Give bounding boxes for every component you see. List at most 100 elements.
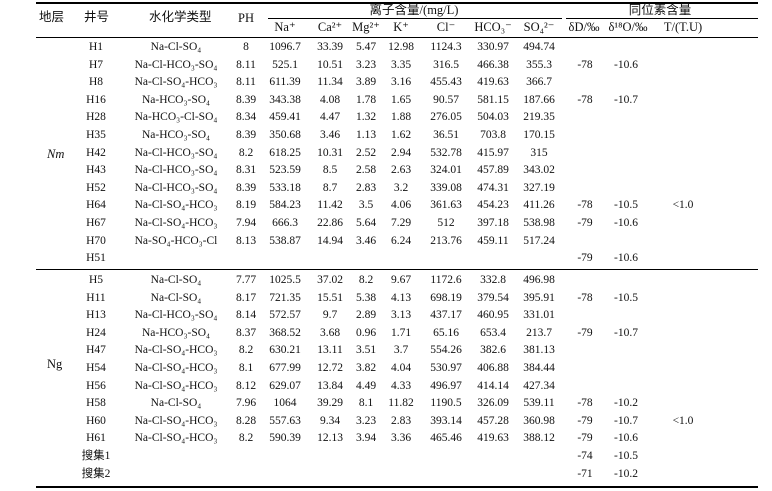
header-ion-2: Mg²⁺: [352, 20, 380, 34]
cell-do18: -10.5: [614, 291, 638, 304]
cell-well: H28: [86, 111, 106, 124]
cell-dd: -79: [577, 432, 593, 445]
cell-mg: 2.83: [355, 181, 377, 194]
cell-cl: 532.78: [430, 146, 462, 159]
cell-hco3: 454.23: [477, 199, 509, 212]
cell-k: 4.13: [390, 291, 412, 304]
cell-mg: 2.89: [355, 309, 377, 322]
cell-na: 459.41: [269, 111, 301, 124]
cell-well: H51: [86, 252, 106, 265]
cell-k: 4.04: [390, 362, 412, 374]
cell-ph: 8.14: [235, 309, 257, 322]
cell-type: Na-Cl-SO₄: [150, 274, 202, 286]
cell-hco3: 703.8: [480, 129, 506, 141]
cell-hco3: 504.03: [477, 111, 509, 124]
cell-cl: 496.97: [430, 379, 462, 392]
group-separator-rule: [36, 269, 758, 270]
header-ion-6: SO₄²⁻: [523, 20, 555, 34]
header-ion-group: 离子含量/(mg/L): [369, 3, 459, 17]
cell-na: 721.35: [269, 291, 301, 304]
cell-cl: 339.08: [430, 181, 462, 194]
cell-so4: 538.98: [523, 217, 555, 229]
cell-type: Na-Cl-HCO₃-SO₄: [134, 164, 218, 177]
cell-na: 1096.7: [269, 41, 301, 53]
header-isotope-0: δD/‰: [568, 20, 600, 34]
ion-group-underline: [268, 18, 562, 19]
cell-do18: -10.6: [614, 58, 638, 71]
cell-k: 3.36: [390, 432, 412, 445]
cell-dd: -79: [577, 217, 593, 229]
cell-ca: 9.7: [322, 309, 338, 322]
cell-cl: 65.16: [433, 326, 459, 339]
cell-well: H24: [86, 326, 106, 339]
cell-well: H70: [86, 234, 106, 247]
cell-na: 557.63: [269, 414, 301, 427]
cell-so4: 539.11: [523, 397, 555, 410]
zone-label-ng: Ng: [47, 357, 63, 371]
header-type: 水化学类型: [149, 10, 212, 24]
cell-hco3: 460.95: [477, 309, 509, 322]
cell-type: Na-Cl-SO₄-HCO₃: [134, 414, 218, 427]
cell-k: 11.82: [388, 397, 414, 410]
cell-mg: 5.38: [355, 291, 377, 304]
cell-k: 9.67: [390, 274, 412, 286]
cell-na: 666.3: [272, 217, 298, 229]
cell-hco3: 419.63: [477, 432, 509, 445]
cell-na: 525.1: [272, 58, 298, 71]
cell-ph: 8.39: [235, 181, 257, 194]
cell-ph: 8: [243, 41, 249, 53]
cell-so4: 366.7: [526, 76, 552, 89]
cell-k: 2.63: [390, 164, 412, 177]
cell-hco3: 459.11: [477, 234, 509, 247]
cell-k: 12.98: [388, 41, 414, 53]
cell-well: H60: [86, 414, 106, 427]
cell-ca: 10.51: [317, 58, 343, 71]
cell-dd: -78: [577, 397, 593, 410]
cell-ph: 8.11: [236, 76, 256, 89]
cell-type: Na-Cl-SO₄-HCO₃: [134, 199, 218, 212]
cell-mg: 3.82: [355, 362, 377, 374]
cell-type: Na-Cl-SO₄: [150, 41, 202, 53]
cell-ca: 8.7: [322, 181, 338, 194]
header-ion-1: Ca²⁺: [317, 20, 343, 34]
cell-cl: 90.57: [433, 93, 459, 106]
cell-hco3: 332.8: [480, 274, 506, 286]
header-zone: 地层: [39, 10, 65, 24]
cell-well: H67: [86, 217, 106, 229]
cell-cl: 1172.6: [430, 274, 462, 286]
cell-ca: 13.11: [317, 344, 343, 357]
cell-do18: -10.7: [614, 326, 638, 339]
cell-t: <1.0: [672, 199, 694, 212]
cell-hco3: 397.18: [477, 217, 509, 229]
zone-label-nm: Nm: [47, 147, 65, 161]
cell-cl: 213.76: [430, 234, 462, 247]
cell-mg: 1.13: [355, 129, 377, 141]
cell-na: 350.68: [269, 129, 301, 141]
cell-hco3: 457.89: [477, 164, 509, 177]
cell-cl: 698.19: [430, 291, 462, 304]
cell-k: 4.33: [390, 379, 412, 392]
cell-ca: 22.86: [317, 217, 343, 229]
cell-so4: 388.12: [523, 432, 555, 445]
cell-mg: 5.64: [355, 217, 377, 229]
cell-hco3: 326.09: [477, 397, 509, 410]
cell-dd: -74: [577, 450, 593, 462]
cell-cl: 324.01: [430, 164, 462, 177]
cell-mg: 1.78: [355, 93, 377, 106]
cell-so4: 213.7: [526, 326, 552, 339]
cell-ca: 13.84: [317, 379, 343, 392]
cell-type: Na-Cl-HCO₃-SO₄: [134, 146, 218, 159]
cell-ca: 3.46: [319, 129, 341, 141]
header-isotope-2: T/(T.U): [663, 20, 703, 34]
cell-na: 523.59: [269, 164, 301, 177]
cell-well: H58: [86, 397, 106, 410]
cell-mg: 3.89: [355, 76, 377, 89]
cell-well: H11: [86, 291, 106, 304]
cell-k: 3.16: [390, 76, 412, 89]
cell-well: H61: [86, 432, 106, 445]
cell-type: Na-Cl-SO₄-HCO₃: [134, 432, 218, 445]
cell-mg: 3.23: [355, 58, 377, 71]
cell-hco3: 474.31: [477, 181, 509, 194]
cell-well: H13: [86, 309, 106, 322]
cell-mg: 2.52: [355, 146, 377, 159]
